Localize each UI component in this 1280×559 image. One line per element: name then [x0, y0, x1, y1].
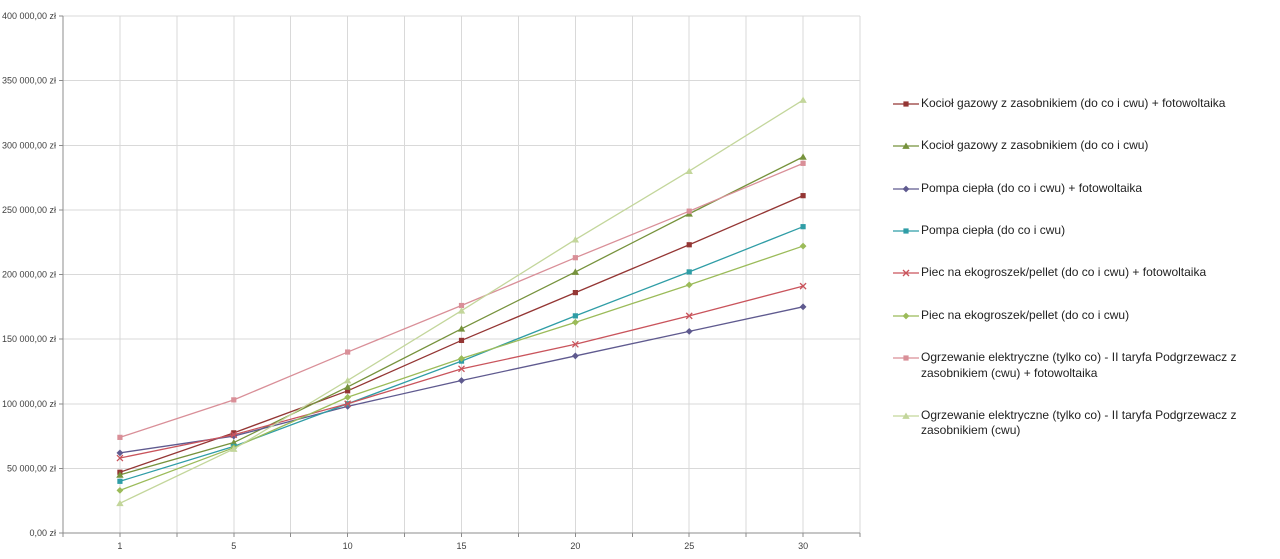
series-7	[116, 96, 807, 507]
series-4	[116, 282, 807, 462]
y-axis-label: 250 000,00 zł	[2, 205, 56, 215]
series-6	[117, 160, 806, 440]
legend-key-square-icon	[893, 355, 919, 361]
y-axis-label: 200 000,00 zł	[2, 270, 56, 280]
legend-item-1: Kocioł gazowy z zasobnikiem (do co i cwu…	[893, 138, 1279, 153]
y-axis-label: 300 000,00 zł	[2, 140, 56, 150]
y-axis-label: 0,00 zł	[29, 528, 56, 538]
x-axis-label: 1	[117, 541, 122, 551]
y-axis-label: 100 000,00 zł	[2, 399, 56, 409]
y-axis-label: 50 000,00 zł	[7, 463, 56, 473]
legend-item-5: Piec na ekogroszek/pellet (do co i cwu)	[893, 308, 1279, 323]
legend-key-triangle-icon	[893, 412, 919, 419]
x-axis-label: 30	[798, 541, 808, 551]
legend-key-diamond-icon	[893, 312, 919, 320]
legend-label: Kocioł gazowy z zasobnikiem (do co i cwu…	[921, 96, 1226, 110]
y-axis-label: 350 000,00 zł	[2, 76, 56, 86]
legend-label: Ogrzewanie elektryczne (tylko co) - II t…	[921, 407, 1237, 438]
x-axis-label: 25	[684, 541, 694, 551]
legend-item-7: Ogrzewanie elektryczne (tylko co) - II t…	[893, 408, 1279, 439]
line-chart-plot: 0,00 zł 50 000,00 zł 100 000,00 zł 150 000,…	[2, 11, 861, 551]
chart-legend: Kocioł gazowy z zasobnikiem (do co i cwu…	[893, 96, 1279, 439]
legend-key-triangle-icon	[893, 142, 919, 150]
legend-label: Ogrzewanie elektryczne (tylko co) - II t…	[921, 350, 1237, 380]
x-axis-label: 20	[570, 541, 580, 551]
legend-label: Piec na ekogroszek/pellet (do co i cwu)	[921, 307, 1130, 322]
x-axis-label: 15	[456, 541, 466, 551]
legend-label: Piec na ekogroszek/pellet (do co i cwu) …	[921, 265, 1207, 280]
y-axis-label: 400 000,00 zł	[2, 11, 56, 21]
legend-item-3: Pompa ciepła (do co i cwu)	[893, 223, 1279, 238]
legend-key-square-icon	[893, 228, 919, 234]
legend-label: Kocioł gazowy z zasobnikiem (do co i cwu…	[921, 138, 1149, 153]
y-axis-label: 150 000,00 zł	[2, 334, 56, 344]
legend-label: Pompa ciepła (do co i cwu) + fotowoltaik…	[921, 180, 1143, 195]
x-axis-label: 5	[231, 541, 236, 551]
legend-key-x-icon	[893, 269, 919, 277]
x-axis-label: 10	[343, 541, 353, 551]
legend-key-square-icon	[893, 101, 919, 107]
legend-label: Pompa ciepła (do co i cwu)	[921, 223, 1066, 238]
legend-item-2: Pompa ciepła (do co i cwu) + fotowoltaik…	[893, 181, 1279, 196]
legend-item-4: Piec na ekogroszek/pellet (do co i cwu) …	[893, 265, 1279, 280]
legend-item-6: Ogrzewanie elektryczne (tylko co) - II t…	[893, 350, 1279, 381]
legend-item-0: Kocioł gazowy z zasobnikiem (do co i cwu…	[893, 96, 1279, 111]
legend-key-diamond-icon	[893, 185, 919, 193]
